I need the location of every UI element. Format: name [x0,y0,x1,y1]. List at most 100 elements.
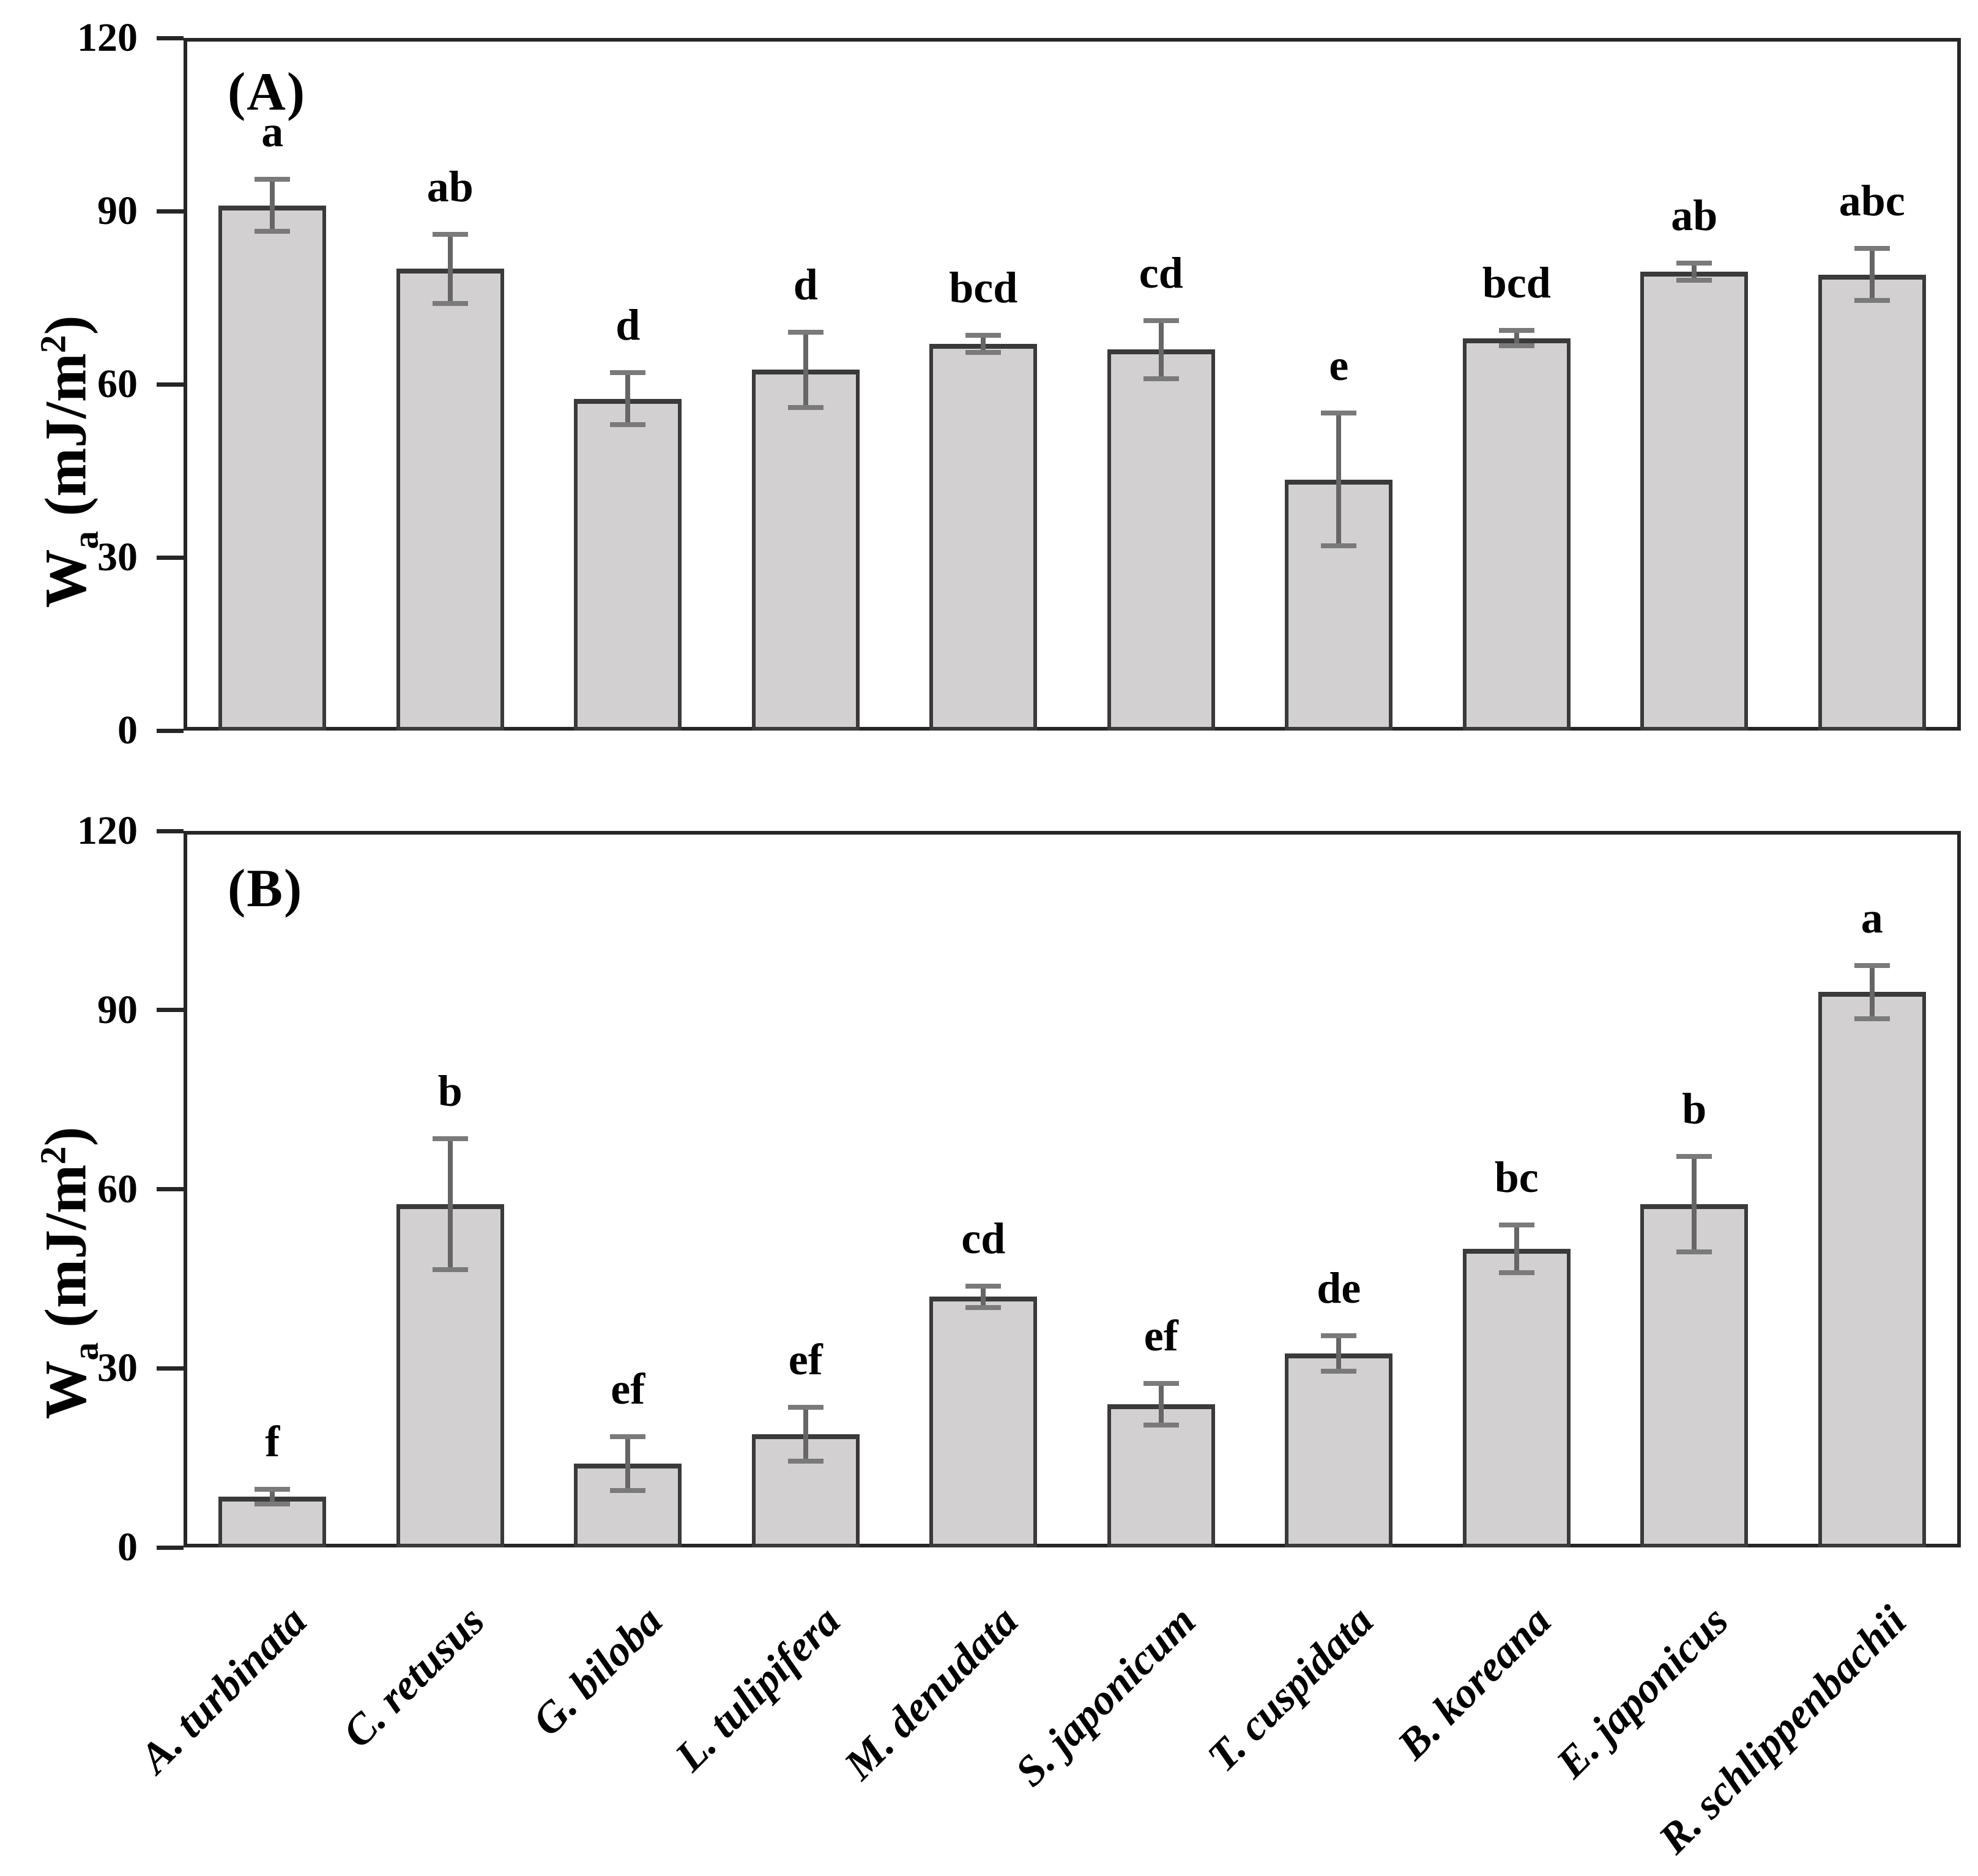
significance-letter: b [1682,1084,1707,1133]
y-tick-mark [157,35,184,40]
bar-a-1 [396,269,504,731]
x-category-label: S. japonicum [1006,1597,1205,1796]
error-bar-cap-top [610,1434,646,1440]
significance-letter: e [1329,341,1349,390]
y-tick-mark [157,1545,184,1550]
error-bar-cap-bottom [610,1488,646,1494]
error-bar-cap-top [965,1283,1002,1289]
error-bar-cap-bottom [1676,1249,1712,1254]
error-bar-line [1158,1383,1164,1425]
error-bar-cap-bottom [1143,1422,1179,1427]
panel-a-plot-box [184,38,1961,731]
error-bar-line [1514,330,1519,346]
error-bar-cap-bottom [1676,278,1712,283]
error-bar-cap-top [1498,1223,1534,1228]
error-bar-cap-top [965,332,1002,338]
y-tick-mark [157,382,184,387]
error-bar-cap-bottom [1143,376,1179,381]
error-bar-line [625,1437,631,1491]
significance-letter: a [1861,893,1883,942]
error-bar-line [1514,1225,1519,1273]
error-bar-cap-bottom [787,1458,824,1464]
y-tick-mark [157,1008,184,1013]
y-tick-label: 0 [117,708,138,753]
y-tick-label: 120 [77,808,138,853]
bar-a-7 [1462,338,1571,731]
x-category-label: A. turbinata [131,1597,316,1782]
panel-b-label: (B) [228,859,303,918]
error-bar-cap-top [255,177,291,182]
bar-a-0 [218,205,327,731]
significance-letter: f [265,1417,280,1467]
error-bar-line [981,1286,986,1308]
error-bar-cap-top [787,330,824,335]
error-bar-cap-bottom [432,300,468,306]
y-tick-label: 60 [97,1166,138,1212]
significance-letter: a [261,107,284,157]
error-bar-line [1869,965,1875,1019]
y-tick-label: 0 [117,1525,138,1569]
bar-b-7 [1462,1249,1571,1547]
error-bar-cap-bottom [255,1501,291,1506]
error-bar-line [1158,321,1164,379]
error-bar-cap-top [787,1404,824,1410]
error-bar-cap-bottom [1321,1369,1357,1374]
y-tick-label: 30 [97,1346,138,1391]
error-bar-line [1336,1335,1342,1372]
significance-letter: ef [611,1364,645,1414]
significance-letter: de [1317,1263,1361,1312]
error-bar-cap-bottom [1321,543,1357,549]
error-bar-line [447,1138,453,1270]
error-bar-cap-top [1143,1380,1179,1386]
x-category-label: E. japonicus [1548,1597,1738,1787]
error-bar-line [1692,262,1697,281]
bar-b-8 [1640,1204,1749,1547]
error-bar-cap-top [1498,328,1534,333]
y-tick-mark [157,728,184,733]
y-tick-mark [157,828,184,833]
bar-a-3 [751,370,860,731]
error-bar-cap-bottom [1854,298,1890,303]
error-bar-line [981,335,986,353]
error-bar-cap-bottom [610,422,646,428]
error-bar-cap-bottom [1498,343,1534,348]
bar-a-9 [1818,274,1926,731]
error-bar-cap-top [432,231,468,237]
significance-letter: bcd [1482,258,1551,308]
error-bar-line [625,373,631,425]
y-tick-mark [157,209,184,214]
error-bar-cap-bottom [255,229,291,234]
error-bar-cap-top [1676,1153,1712,1159]
y-tick-label: 30 [97,535,138,579]
significance-letter: ab [426,162,474,211]
x-category-label: C. retusus [334,1597,494,1757]
bar-a-4 [929,343,1038,731]
bar-b-6 [1285,1353,1393,1547]
error-bar-line [1336,413,1342,546]
x-category-label: B. koreana [1388,1597,1560,1769]
x-category-label: G. biloba [523,1597,672,1746]
significance-letter: ef [788,1334,823,1384]
error-bar-line [803,1407,808,1461]
significance-letter: bcd [949,262,1018,312]
error-bar-cap-top [1854,962,1890,968]
y-tick-mark [157,555,184,560]
significance-letter: d [793,260,818,310]
significance-letter: ef [1143,1311,1178,1360]
x-category-label: T. cuspidata [1199,1597,1383,1781]
bar-b-9 [1818,992,1926,1547]
error-bar-line [270,179,275,231]
error-bar-line [803,332,808,408]
error-bar-line [1869,248,1875,301]
significance-letter: cd [1139,248,1183,298]
error-bar-cap-top [1321,1333,1357,1338]
y-tick-label: 60 [97,362,138,406]
bar-a-8 [1640,272,1749,731]
error-bar-cap-bottom [1498,1270,1534,1276]
significance-letter: abc [1839,176,1905,226]
error-bar-line [270,1489,275,1504]
y-tick-label: 120 [77,15,138,60]
y-tick-label: 90 [97,987,138,1032]
error-bar-cap-bottom [965,350,1002,355]
error-bar-line [1692,1156,1697,1252]
